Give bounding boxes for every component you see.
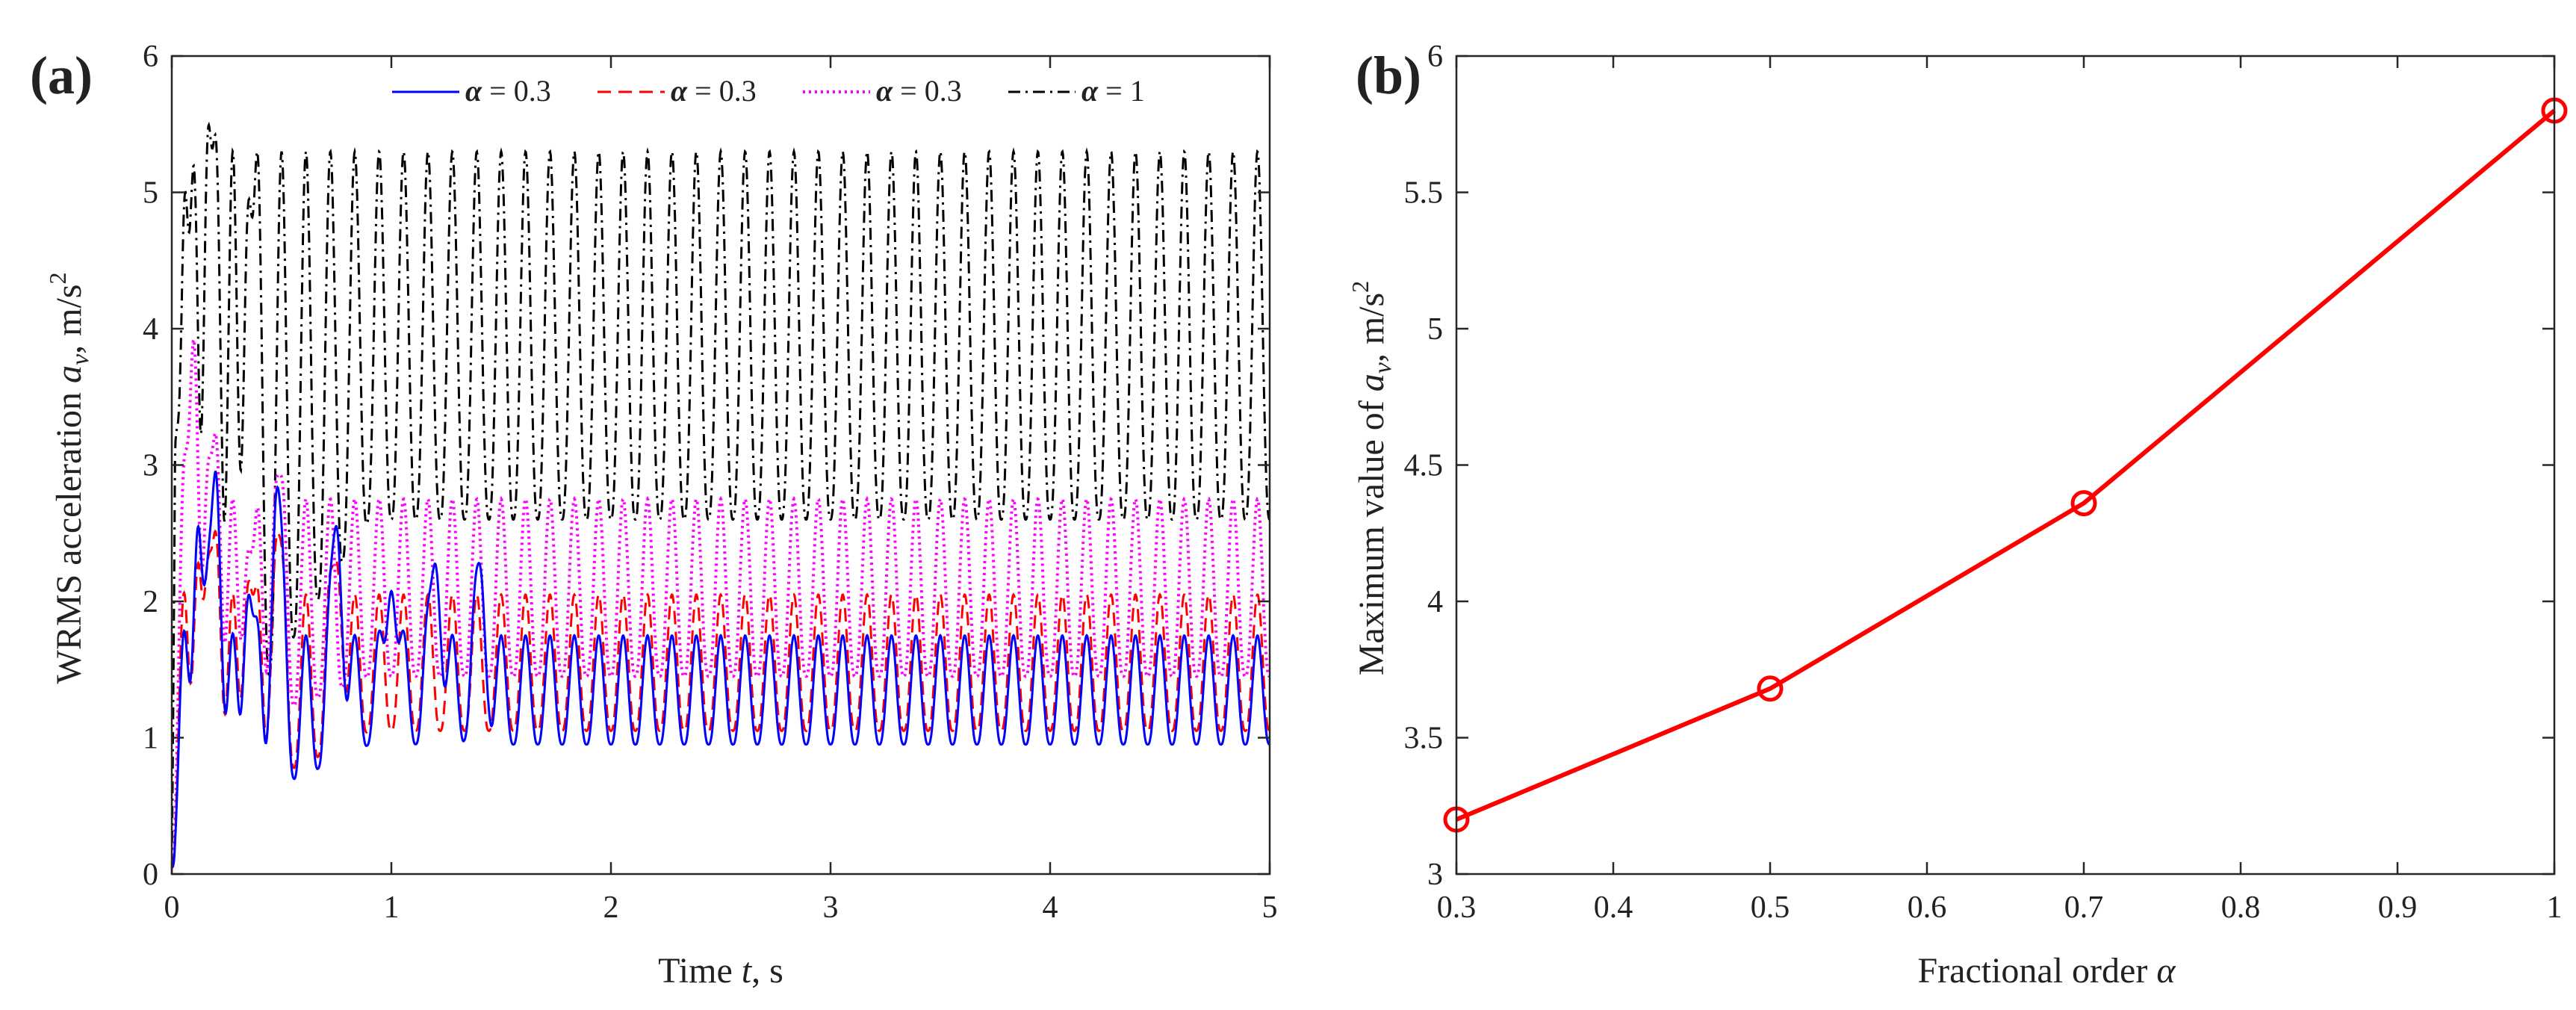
panel-a-xlabel-suffix: , s [751, 951, 783, 991]
panel-a-legend-label-4: α = 1 [1081, 74, 1145, 108]
panel-a-ytick-label: 2 [143, 585, 158, 619]
panel-a-ylabel-prefix: WRMS acceleration [49, 383, 89, 684]
panel-b-xtick-label: 0.6 [1908, 890, 1947, 925]
panel-a-ytick-label: 4 [143, 312, 158, 347]
panel-b-ytick-label: 5.5 [1404, 176, 1444, 211]
panel-a-legend-label-1: α = 0.3 [465, 74, 551, 108]
panel-b-ytick-label: 4.5 [1404, 449, 1444, 483]
panel-a-legend-var-2: α [671, 74, 688, 108]
panel-b-xtick-label: 0.3 [1437, 890, 1477, 925]
panel-b-xlabel-prefix: Fractional order [1917, 951, 2156, 991]
panel-b-xlabel: Fractional order α [1917, 951, 2176, 991]
panel-a-series-1-line [172, 471, 1270, 869]
panel-a-xtick-label: 3 [823, 890, 839, 925]
panel-a-legend-var-3: α [876, 74, 893, 108]
panel-b-ytick-label: 4 [1427, 585, 1443, 619]
panel-a-ytick-label: 0 [143, 858, 158, 892]
panel-a-ylabel-suffix: , m/s [49, 285, 89, 354]
panel-a-ylabel: WRMS acceleration av, m/s2 [44, 273, 94, 684]
panel-a-legend-value-3: = 0.3 [893, 74, 962, 108]
panel-a-series-2-line [172, 529, 1270, 869]
panel-a-ylabel-sub: v [66, 353, 94, 365]
panel-a-xtick-label: 0 [164, 890, 180, 925]
panel-b-marker-2 [1757, 675, 1784, 702]
panel-b-ytick-label: 6 [1427, 40, 1443, 74]
panel-a-series-3-line [172, 335, 1270, 869]
panel-a-ytick-label: 1 [143, 722, 158, 756]
panel-b-ytick-label: 5 [1427, 312, 1443, 347]
panel-a-xlabel: Time t, s [658, 951, 783, 991]
panel-b-ylabel: Maximum value of av, m/s2 [1347, 281, 1397, 675]
panel-b-tag: (b) [1356, 46, 1421, 105]
panel-a-legend-label-2: α = 0.3 [671, 74, 757, 108]
panel-b-xtick-label: 0.7 [2064, 890, 2104, 925]
panel-b-ylabel-var: a [1352, 374, 1391, 391]
panel-b-ylabel-sub: v [1369, 362, 1397, 374]
panel-a-legend: α = 0.3 α = 0.3 α = 0.3 α = 1 [392, 74, 1145, 108]
panel-a-axes: 0 1 2 3 4 5 0 1 2 3 4 5 6 [143, 40, 1278, 925]
panel-a-plot-area [172, 121, 1270, 869]
panel-b-ylabel-prefix: Maximum value of [1352, 391, 1391, 675]
panel-a-xtick-label: 4 [1043, 890, 1058, 925]
panel-a-xlabel-prefix: Time [658, 951, 742, 991]
panel-b-ytick-label: 3 [1427, 858, 1443, 892]
panel-a-legend-value-2: = 0.3 [687, 74, 757, 108]
panel-a-xtick-label: 1 [384, 890, 400, 925]
panel-a-xtick-label: 5 [1262, 890, 1278, 925]
panel-b-marker-3 [2070, 490, 2097, 517]
panel-a-legend-value-1: = 0.3 [482, 74, 551, 108]
panel-b-xlabel-var: α [2156, 951, 2176, 991]
panel-a-tag: (a) [30, 46, 93, 105]
panel-b-axes: 0.3 0.4 0.5 0.6 0.7 0.8 0.9 1 3 3.5 4 4.5 5 5.5 6 [1404, 40, 2563, 925]
panel-a-ylabel-sup: 2 [44, 273, 71, 285]
panel-b-ylabel-sup: 2 [1347, 281, 1374, 293]
panel-b-xtick-label: 0.5 [1751, 890, 1790, 925]
panel-a-axes-box [170, 55, 1271, 876]
panel-a-ytick-label: 6 [143, 40, 158, 74]
panel-b-xtick-label: 0.8 [2221, 890, 2261, 925]
panel-b-ylabel-suffix: , m/s [1352, 293, 1391, 362]
panel-b-ytick-label: 3.5 [1404, 722, 1444, 756]
panel-b-maximum-vs-order: (b) 0.3 0.4 0.5 0.6 0.7 0.8 0.9 133.544.555.56 … [1347, 40, 2568, 991]
panel-a-ytick-label: 5 [143, 176, 158, 211]
panel-b-xtick-label: 1 [2547, 890, 2563, 925]
panel-a-xtick-label: 2 [603, 890, 619, 925]
panel-a-legend-value-4: = 1 [1098, 74, 1145, 108]
panel-b-xtick-label: 0.9 [2378, 890, 2418, 925]
panel-a-ylabel-var: a [49, 365, 89, 383]
panel-b-xtick-label: 0.4 [1594, 890, 1633, 925]
panel-a-legend-label-3: α = 0.3 [876, 74, 962, 108]
panel-a-legend-var-4: α [1081, 74, 1099, 108]
panel-b-series-line [1455, 108, 2556, 822]
panel-a-series-4-line [172, 121, 1270, 867]
panel-a-ytick-label: 3 [143, 449, 158, 483]
panel-b-plot-area [1443, 97, 2568, 833]
panel-a-legend-var-1: α [465, 74, 482, 108]
panel-a-xlabel-var: t [742, 951, 753, 991]
